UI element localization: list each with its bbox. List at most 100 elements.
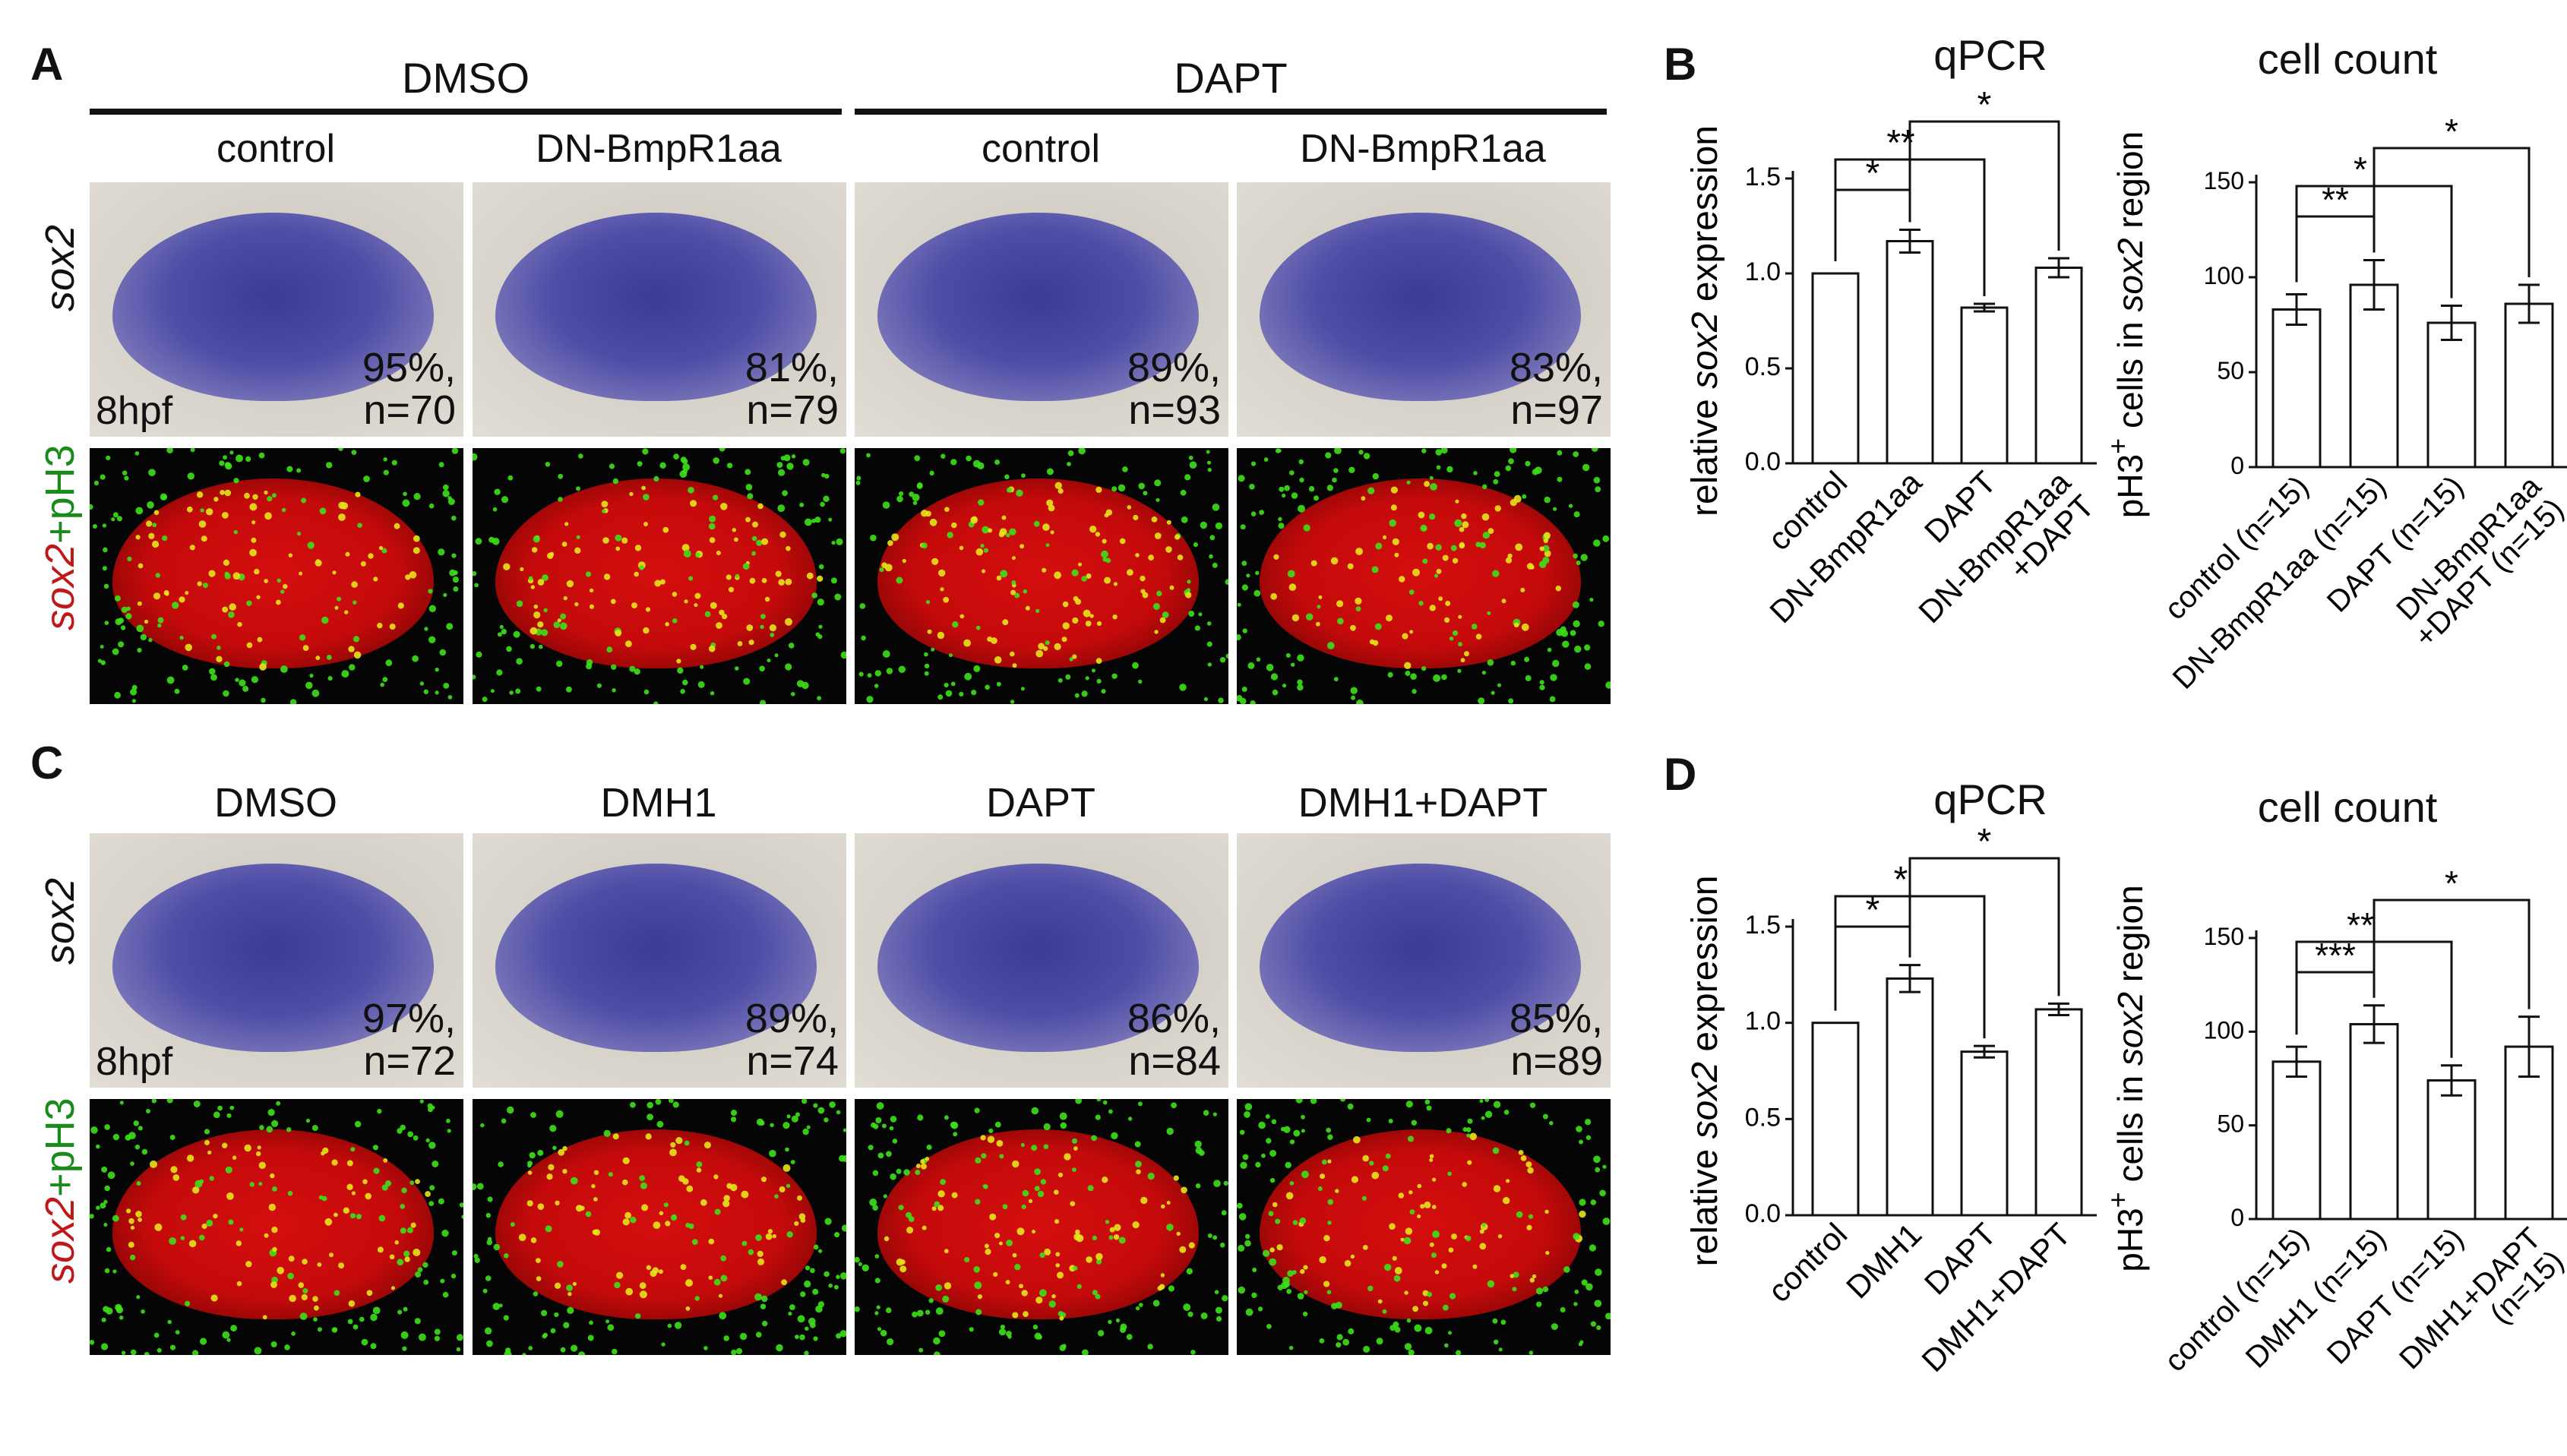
fluorescence-image-c-3	[855, 1099, 1228, 1355]
y-tick-label: 0	[2230, 1204, 2244, 1231]
y-tick-label: 0.5	[1745, 1103, 1781, 1132]
y-tick-label: 100	[2204, 1016, 2244, 1044]
ph3-cell-dots	[473, 448, 846, 704]
bar-chart-b-qpcr: relative sox2 expression0.00.51.01.5cont…	[1685, 85, 2101, 630]
sample-size: n=70	[363, 387, 456, 434]
column-label-c-3: DAPT	[985, 780, 1096, 826]
x-tick-label: DAPT (n=15)	[2321, 1221, 2470, 1370]
sample-size: n=79	[746, 387, 839, 434]
fluorescence-image-c-4	[1237, 1099, 1611, 1355]
ish-image-a-3: 89%, n=93	[855, 182, 1228, 437]
group-line-dmso	[90, 109, 842, 115]
significance-label: *	[1977, 822, 1992, 862]
ish-image-c-3: 86%, n=84	[855, 833, 1228, 1088]
percentage-value: 89%,	[744, 995, 839, 1041]
sox2-stain-region	[495, 864, 817, 1053]
sox2-stain-region	[1259, 864, 1581, 1053]
group-line-dapt	[855, 109, 1607, 115]
significance-label: *	[1866, 890, 1880, 930]
bar	[2349, 1022, 2399, 1221]
significance-bracket	[2373, 899, 2531, 1009]
percentage-label: 85%, n=89	[1509, 995, 1603, 1085]
chart-title-d-qpcr: qPCR	[1933, 775, 2047, 823]
bar-chart-b-count: pH3+ cells in sox2 region050100150contro…	[2102, 112, 2567, 696]
percentage-label: 95%, n=70	[362, 346, 456, 432]
y-tick-label: 0.0	[1745, 1199, 1781, 1228]
ish-image-c-2: 89%, n=74	[473, 833, 846, 1088]
bar-chart-d-count: pH3+ cells in sox2 region050100150contro…	[2102, 864, 2567, 1379]
y-tick-label: 1.0	[1745, 1007, 1781, 1036]
bar	[2426, 321, 2477, 469]
sample-size: n=97	[1510, 387, 1603, 434]
ph3-cell-dots	[1237, 1099, 1611, 1355]
sox2-red-region	[1259, 1129, 1581, 1319]
x-tick-label: DN-BmpR1aa+DAPT (n=15)	[2385, 469, 2567, 654]
panel-letter-d: D	[1664, 749, 1697, 800]
y-tick-label: 100	[2204, 262, 2244, 289]
y-tick-label: 1.5	[1745, 911, 1781, 940]
group-label-dapt: DAPT	[1174, 54, 1288, 102]
bar	[2349, 283, 2399, 469]
sox2-stain-region	[112, 213, 434, 402]
fluorescence-image-c-1	[90, 1099, 463, 1355]
bar	[2504, 302, 2554, 469]
sox2-stain-region	[877, 213, 1199, 402]
ish-image-c-4: 85%, n=89	[1237, 833, 1611, 1088]
percentage-value: 95%,	[362, 344, 456, 390]
bar	[2034, 267, 2083, 465]
bar	[2271, 1060, 2322, 1221]
significance-label: *	[2445, 864, 2458, 903]
row-label-c-sox2-ph3: sox2+pH3	[37, 1098, 83, 1284]
fluorescence-image-c-2	[473, 1099, 846, 1355]
y-axis-label: relative sox2 expression	[1685, 876, 1725, 1267]
bar	[1886, 977, 1934, 1217]
x-tick-label: DMH1	[1839, 1216, 1928, 1305]
sample-size: n=93	[1128, 387, 1221, 434]
bar	[2271, 308, 2322, 469]
chart-title-d-count: cell count	[2257, 783, 2438, 831]
percentage-label: 86%, n=84	[1127, 995, 1221, 1083]
sox2-stain-region	[112, 864, 434, 1053]
row-label-a-sox2-ph3: sox2+pH3	[37, 444, 83, 630]
percentage-value: 85%,	[1509, 995, 1603, 1041]
group-label-dmso: DMSO	[402, 54, 530, 102]
sample-size: n=89	[1510, 1038, 1603, 1085]
ph3-cell-dots	[855, 1099, 1228, 1355]
y-tick-label: 150	[2204, 923, 2244, 950]
bar	[1960, 306, 2009, 465]
sox2-red-region	[1259, 478, 1581, 668]
panel-letter-b: B	[1664, 39, 1697, 90]
bar	[2426, 1079, 2477, 1221]
y-tick-label: 0	[2230, 452, 2244, 479]
fluorescence-image-a-1	[90, 448, 463, 704]
panel-letter-c: C	[30, 737, 64, 788]
bar	[1960, 1050, 2009, 1217]
sample-size: n=72	[363, 1038, 456, 1085]
sox2-red-region	[877, 478, 1199, 668]
column-label-c-1: DMSO	[214, 780, 337, 826]
sox2-red-region	[495, 478, 817, 668]
significance-bracket	[2373, 147, 2531, 277]
chart-title-b-qpcr: qPCR	[1933, 31, 2047, 79]
percentage-label: 97%, n=72	[362, 996, 456, 1085]
column-label-a-2: DN-BmpR1aa	[536, 127, 782, 171]
significance-label: *	[1866, 153, 1880, 194]
panel-letter-a: A	[30, 39, 64, 90]
column-label-a-3: control	[981, 127, 1101, 171]
y-tick-label: 1.5	[1745, 163, 1781, 191]
sox2-stain-region	[495, 213, 817, 402]
ish-image-a-4: 83%, n=97	[1237, 182, 1611, 437]
significance-bracket	[2295, 215, 2376, 283]
bar	[2034, 1008, 2083, 1217]
fluorescence-image-a-2	[473, 448, 846, 704]
percentage-value: 86%,	[1127, 995, 1221, 1041]
sox2-red-region	[112, 478, 434, 668]
sample-size: n=74	[746, 1038, 839, 1085]
percentage-value: 89%,	[1127, 344, 1221, 390]
significance-label: *	[2445, 112, 2458, 151]
percentage-label: 81%, n=79	[745, 346, 839, 432]
ish-image-a-2: 81%, n=79	[473, 182, 846, 437]
sox2-red-region	[877, 1129, 1199, 1319]
significance-label: *	[1977, 85, 1992, 125]
